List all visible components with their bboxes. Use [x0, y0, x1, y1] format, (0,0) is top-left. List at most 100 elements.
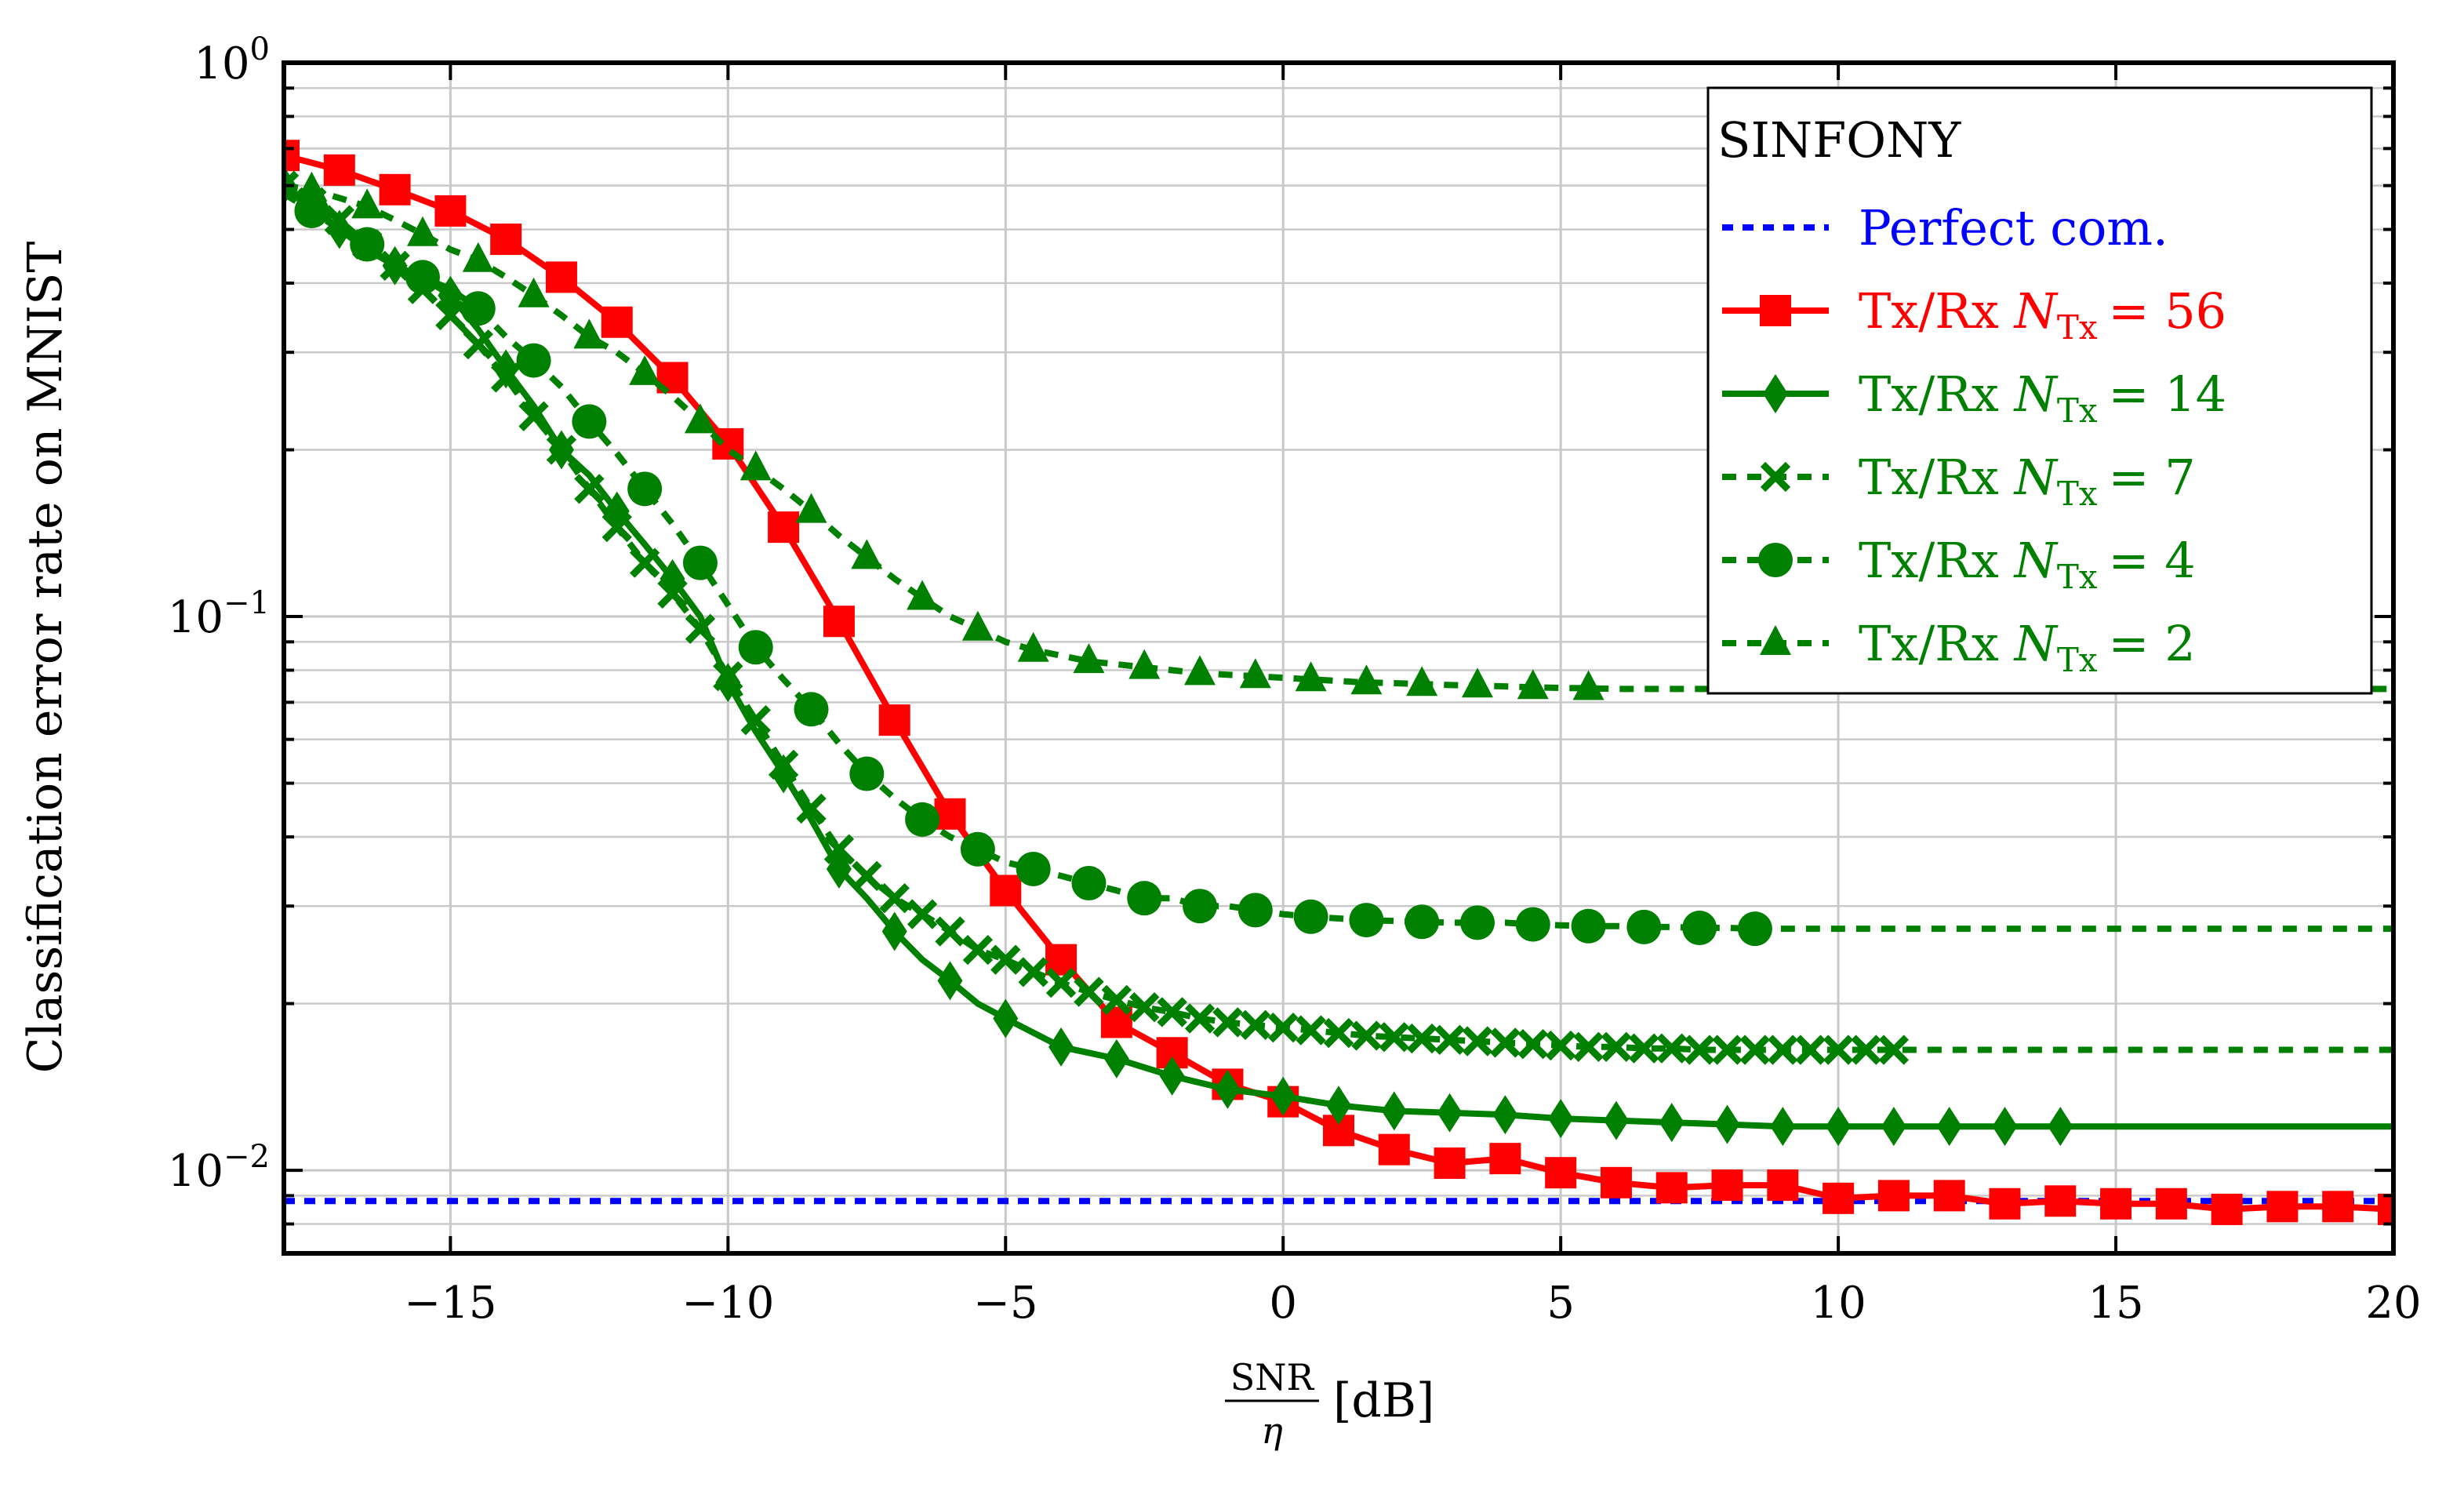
data-point-x-stroke [463, 329, 493, 360]
data-point-x-stroke [284, 180, 300, 201]
data-point-x [463, 329, 493, 360]
data-point-circle [1349, 903, 1384, 938]
data-point-diamond [1770, 1107, 1796, 1147]
data-point-x-stroke [796, 793, 827, 824]
data-point-x [962, 934, 994, 966]
data-point-x [435, 300, 466, 331]
data-point-x-stroke [1129, 992, 1160, 1023]
data-point-x-stroke [546, 435, 577, 465]
data-point-square [990, 875, 1022, 907]
legend-label: Tx/Rx NTx = 4 [1859, 532, 2196, 596]
data-point-x [1517, 1029, 1548, 1060]
data-point-triangle [1184, 655, 1216, 686]
data-point-x-stroke [1851, 1035, 1881, 1065]
series-group [284, 170, 2393, 1065]
data-point-square [768, 511, 800, 544]
data-point-triangle [1350, 664, 1383, 695]
data-point-x [685, 613, 716, 644]
data-point-square [1600, 1166, 1632, 1198]
data-point-circle [294, 193, 329, 228]
data-point-square [1655, 1172, 1688, 1204]
data-point-x-stroke [284, 170, 300, 191]
data-point-x-stroke [1407, 1023, 1437, 1054]
legend-label-subscript: Tx [2057, 641, 2098, 679]
data-point-x [657, 578, 688, 609]
data-point-x [518, 401, 549, 431]
data-point-triangle [1128, 649, 1161, 679]
legend-label: Tx/Rx NTx = 14 [1859, 365, 2226, 430]
data-point-x [1434, 1024, 1465, 1055]
series-group [284, 171, 2393, 700]
data-point-x-stroke [629, 547, 660, 578]
data-point-diamond [1326, 1086, 1351, 1126]
data-point-x-stroke [823, 834, 855, 864]
data-point-diamond [1048, 1027, 1074, 1067]
data-point-x [1851, 1035, 1881, 1065]
data-point-x [796, 793, 827, 824]
data-point-x-stroke [490, 362, 522, 393]
data-point-x-stroke [1517, 1029, 1548, 1060]
data-point-x-stroke [1296, 1015, 1326, 1046]
legend-label: Perfect com. [1859, 199, 2168, 256]
y-tick-base: 10 [168, 592, 224, 643]
data-point-x-stroke [1379, 1022, 1409, 1053]
data-point-x [1795, 1035, 1826, 1065]
data-point-x [1823, 1035, 1854, 1065]
data-point-diamond [1548, 1099, 1574, 1139]
data-point-diamond [1659, 1103, 1684, 1143]
data-point-square [1545, 1157, 1577, 1189]
data-point-x-stroke [740, 704, 771, 736]
data-point-x [768, 749, 799, 780]
y-axis-label: Classification error rate on MNIST [18, 242, 73, 1074]
data-point-x-stroke [768, 749, 799, 780]
data-point-diamond [1714, 1104, 1740, 1144]
legend-label-value: = 7 [2109, 449, 2196, 506]
legend-label: Tx/Rx NTx = 2 [1859, 615, 2196, 679]
data-point-x-stroke [990, 944, 1021, 975]
data-point-square [2100, 1187, 2132, 1220]
data-point-square [490, 224, 522, 256]
data-point-x-stroke [852, 860, 882, 892]
legend-label-value: = 14 [2109, 365, 2227, 423]
data-point-x [380, 250, 410, 281]
data-point-diamond [1270, 1076, 1296, 1116]
data-point-triangle [907, 580, 939, 610]
data-point-square [1989, 1187, 2021, 1220]
data-point-diamond [1603, 1100, 1629, 1140]
data-point-circle [1016, 851, 1051, 886]
data-point-x-stroke [1157, 997, 1187, 1027]
data-point-square [823, 606, 855, 638]
legend-entry: Tx/Rx NTx = 2 [1722, 615, 2196, 679]
data-point-x-stroke [962, 934, 994, 966]
data-point-x [1573, 1031, 1604, 1063]
data-point-x [574, 474, 605, 504]
data-point-x [907, 899, 938, 929]
data-point-square [878, 704, 910, 736]
data-point-x-stroke [1760, 461, 1791, 493]
data-point-square [2378, 1193, 2393, 1225]
data-point-triangle [1295, 661, 1327, 692]
data-point-x-stroke [935, 916, 965, 947]
data-point-x [1212, 1007, 1243, 1038]
data-point-x [324, 205, 354, 235]
data-point-diamond [1215, 1069, 1241, 1109]
data-point-x-stroke [1573, 1031, 1604, 1063]
data-point-triangle [961, 610, 994, 641]
data-point-circle [572, 404, 607, 439]
legend-label-symbol: N [2013, 282, 2059, 340]
legend-entry: Tx/Rx NTx = 14 [1722, 365, 2226, 430]
data-point-triangle [1572, 670, 1605, 700]
data-point-x [1101, 984, 1132, 1016]
legend-label-main: Tx/Rx [1859, 282, 2015, 340]
series-group [284, 140, 2393, 1225]
data-point-square [434, 195, 467, 227]
y-tick-exponent: −1 [224, 585, 270, 621]
data-point-circle [1459, 905, 1495, 940]
data-point-x [852, 860, 882, 892]
legend-label-main: Tx/Rx [1859, 532, 2015, 589]
data-point-circle [516, 343, 551, 378]
data-point-x-stroke [324, 205, 354, 235]
